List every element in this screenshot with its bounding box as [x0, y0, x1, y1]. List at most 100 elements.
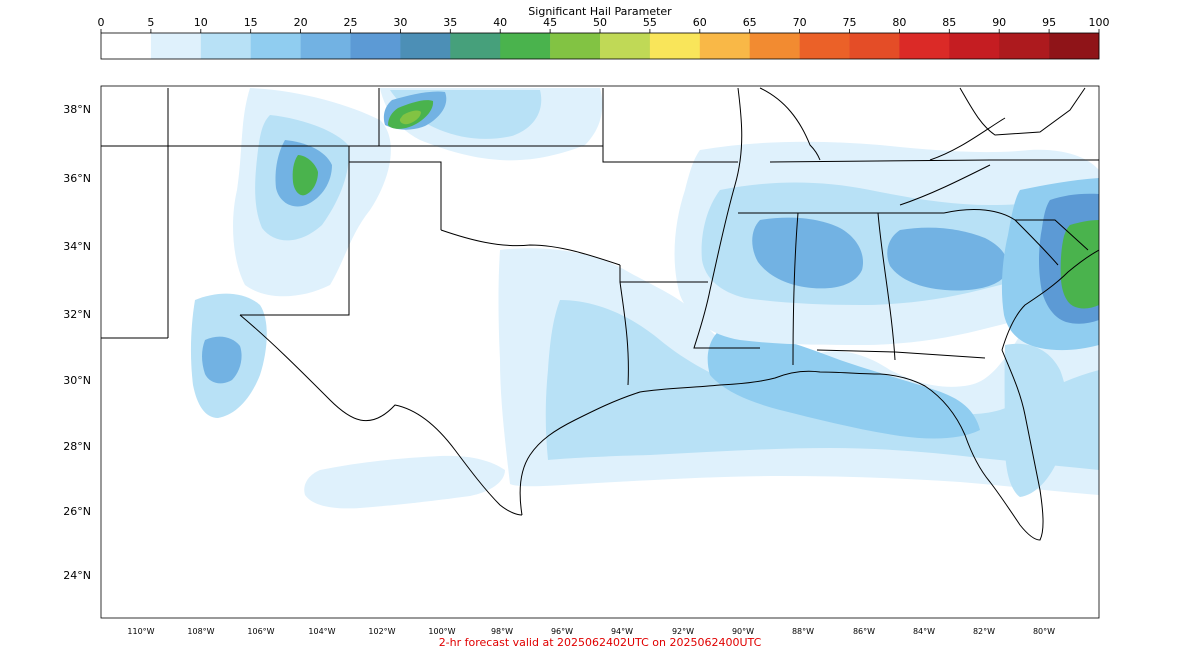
- boundary-virginia-wv: [959, 87, 1086, 136]
- longitude-tick-label: 108°W: [187, 627, 214, 636]
- boundary-alabama-west: [792, 212, 799, 366]
- colorbar-swatch: [799, 33, 850, 59]
- colorbar-swatch: [999, 33, 1050, 59]
- longitude-tick-label: 110°W: [127, 627, 154, 636]
- longitude-tick-label: 90°W: [732, 627, 754, 636]
- colorbar-tick-label: 15: [244, 16, 258, 29]
- colorbar-swatch: [500, 33, 551, 59]
- longitude-tick-label: 88°W: [792, 627, 814, 636]
- colorbar-tick-label: 100: [1089, 16, 1110, 29]
- longitude-tick-label: 98°W: [491, 627, 513, 636]
- longitude-tick-label: 92°W: [672, 627, 694, 636]
- colorbar-swatch: [450, 33, 501, 59]
- coastline-mexico: [239, 314, 523, 516]
- longitude-axis: 110°W 108°W 106°W 104°W 102°W 100°W 98°W 96°W 94…: [127, 627, 1055, 636]
- longitude-tick-label: 100°W: [428, 627, 455, 636]
- colorbar-swatch: [150, 33, 202, 59]
- longitude-tick-label: 84°W: [913, 627, 935, 636]
- boundary-georgia-florida: [816, 349, 986, 359]
- field-region-west-texas-core: [202, 336, 242, 384]
- field-region-west-green: [292, 155, 318, 196]
- colorbar: Significant Hail Parameter 0 5 10 15 20 25 30 3…: [98, 5, 1110, 60]
- colorbar-tick-label: 95: [1042, 16, 1056, 29]
- colorbar-swatch: [600, 33, 651, 59]
- colorbar-tick-label: 30: [393, 16, 407, 29]
- colorbar-tick-label: 85: [942, 16, 956, 29]
- latitude-tick-label: 36°N: [63, 172, 91, 185]
- colorbar-tick-label: 80: [892, 16, 906, 29]
- longitude-tick-label: 86°W: [853, 627, 875, 636]
- colorbar-swatch: [849, 33, 900, 59]
- field-region-southeast-core: [752, 217, 864, 289]
- colorbar-frame: [100, 32, 1100, 60]
- colorbar-swatch: [400, 33, 451, 59]
- boundary-north-carolina: [1015, 219, 1089, 251]
- colorbar-swatch: [101, 33, 152, 59]
- field-region-southeast-core-2: [887, 227, 1008, 291]
- colorbar-tick-labels: 0 5 10 15 20 25 30 35 40 45 50 55 60 65 70 75 80 85 90 95 10…: [98, 16, 1110, 33]
- boundary-georgia-carolinas: [943, 208, 1059, 266]
- boundary-nm-texas: [240, 146, 350, 316]
- colorbar-swatch: [550, 33, 601, 59]
- boundary-kentucky-virginia: [929, 117, 1006, 161]
- colorbar-tick-label: 40: [493, 16, 507, 29]
- colorbar-tick-label: 60: [693, 16, 707, 29]
- field-region-florida-base: [1004, 343, 1068, 497]
- colorbar-swatch: [749, 33, 800, 59]
- forecast-validity-text: 2-hr forecast valid at 2025062402UTC on …: [439, 636, 762, 649]
- latitude-tick-label: 26°N: [63, 505, 91, 518]
- field-region-east-coast-green: [1060, 220, 1099, 309]
- latitude-tick-label: 38°N: [63, 103, 91, 116]
- colorbar-swatch: [1049, 33, 1100, 59]
- longitude-tick-label: 80°W: [1033, 627, 1055, 636]
- colorbar-tick-label: 75: [843, 16, 857, 29]
- colorbar-tick-label: 70: [793, 16, 807, 29]
- boundary-missouri-ky: [759, 87, 821, 161]
- colorbar-tick-label: 0: [98, 16, 105, 29]
- longitude-tick-label: 82°W: [973, 627, 995, 636]
- colorbar-tick-label: 25: [344, 16, 358, 29]
- latitude-tick-label: 34°N: [63, 240, 91, 253]
- boundary-louisiana-west: [619, 281, 629, 386]
- colorbar-swatch: [350, 33, 401, 59]
- field-region-south-texas: [304, 455, 505, 509]
- longitude-tick-label: 96°W: [551, 627, 573, 636]
- latitude-axis: 38°N 36°N 34°N 32°N 30°N 28°N 26°N 24°N: [63, 103, 91, 582]
- field-region-kansas-lime: [399, 110, 421, 125]
- colorbar-swatch: [300, 33, 351, 59]
- boundary-oklahoma-panhandle: [349, 161, 442, 230]
- colorbar-tick-label: 90: [992, 16, 1006, 29]
- colorbar-title: Significant Hail Parameter: [528, 5, 672, 18]
- boundary-arkansas-west: [602, 88, 738, 163]
- colorbar-tick-label: 20: [294, 16, 308, 29]
- colorbar-swatches: [101, 33, 1100, 59]
- map-frame: [100, 85, 1100, 619]
- boundary-red-river: [440, 229, 621, 266]
- coastline-atlantic: [1001, 249, 1099, 351]
- latitude-tick-label: 32°N: [63, 308, 91, 321]
- map-panel: 38°N 36°N 34°N 32°N 30°N 28°N 26°N 24°N 110°W 10…: [63, 85, 1100, 636]
- colorbar-swatch: [649, 33, 701, 59]
- colorbar-swatch: [949, 33, 1000, 59]
- latitude-tick-label: 24°N: [63, 569, 91, 582]
- boundary-tennessee-north: [769, 159, 1099, 163]
- longitude-tick-label: 102°W: [368, 627, 395, 636]
- colorbar-tick-label: 5: [147, 16, 154, 29]
- colorbar-tick-label: 55: [643, 16, 657, 29]
- longitude-tick-label: 94°W: [611, 627, 633, 636]
- colorbar-tick-label: 50: [593, 16, 607, 29]
- colorbar-tick-label: 45: [543, 16, 557, 29]
- colorbar-swatch: [899, 33, 950, 59]
- latitude-tick-label: 30°N: [63, 374, 91, 387]
- colorbar-tick-label: 10: [194, 16, 208, 29]
- longitude-tick-label: 104°W: [308, 627, 335, 636]
- latitude-tick-label: 28°N: [63, 440, 91, 453]
- colorbar-tick-label: 65: [743, 16, 757, 29]
- colorbar-swatch: [200, 33, 251, 59]
- coastline-gulf: [519, 349, 1044, 541]
- boundary-appalachians: [899, 164, 991, 206]
- longitude-tick-label: 106°W: [247, 627, 274, 636]
- colorbar-swatch: [699, 33, 750, 59]
